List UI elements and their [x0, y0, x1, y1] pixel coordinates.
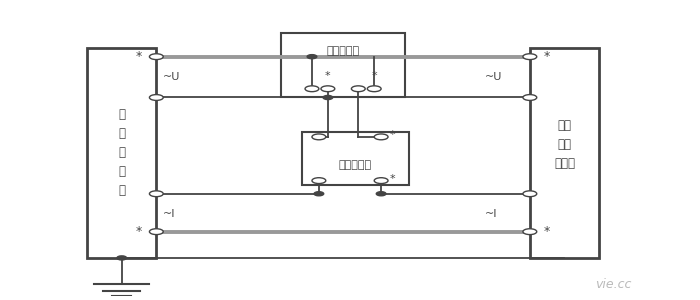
Text: 标准相位计: 标准相位计 — [326, 46, 360, 56]
Circle shape — [374, 178, 388, 184]
Text: *: * — [136, 50, 142, 63]
Circle shape — [305, 86, 319, 92]
Text: *: * — [136, 225, 142, 238]
Text: ~I: ~I — [485, 209, 498, 219]
Circle shape — [149, 54, 163, 60]
Text: 变频
电量
分析仪: 变频 电量 分析仪 — [554, 119, 575, 170]
Text: 电阻分流器: 电阻分流器 — [339, 160, 372, 170]
Circle shape — [312, 178, 326, 184]
Circle shape — [323, 95, 332, 100]
Bar — [302, 133, 409, 185]
Circle shape — [312, 134, 326, 140]
Circle shape — [351, 86, 365, 92]
Text: ~I: ~I — [163, 209, 176, 219]
Circle shape — [314, 192, 323, 196]
Bar — [88, 48, 156, 258]
Circle shape — [377, 192, 386, 196]
Text: *: * — [544, 50, 550, 63]
Circle shape — [307, 55, 317, 59]
Circle shape — [523, 191, 537, 197]
Circle shape — [117, 256, 127, 260]
Bar — [281, 33, 405, 98]
Text: *: * — [372, 70, 377, 81]
Circle shape — [149, 94, 163, 100]
Circle shape — [149, 191, 163, 197]
Circle shape — [523, 54, 537, 60]
Text: *: * — [544, 225, 550, 238]
Text: *: * — [325, 70, 330, 81]
Text: *: * — [389, 174, 395, 184]
Bar — [530, 48, 599, 258]
Circle shape — [523, 94, 537, 100]
Text: 功
率
信
号
源: 功 率 信 号 源 — [118, 108, 125, 197]
Text: ~U: ~U — [485, 72, 503, 82]
Circle shape — [374, 134, 388, 140]
Circle shape — [149, 229, 163, 235]
Text: vie.cc: vie.cc — [594, 278, 631, 291]
Text: *: * — [389, 130, 395, 140]
Circle shape — [523, 229, 537, 235]
Circle shape — [321, 86, 335, 92]
Text: ~U: ~U — [163, 72, 181, 82]
Circle shape — [368, 86, 381, 92]
